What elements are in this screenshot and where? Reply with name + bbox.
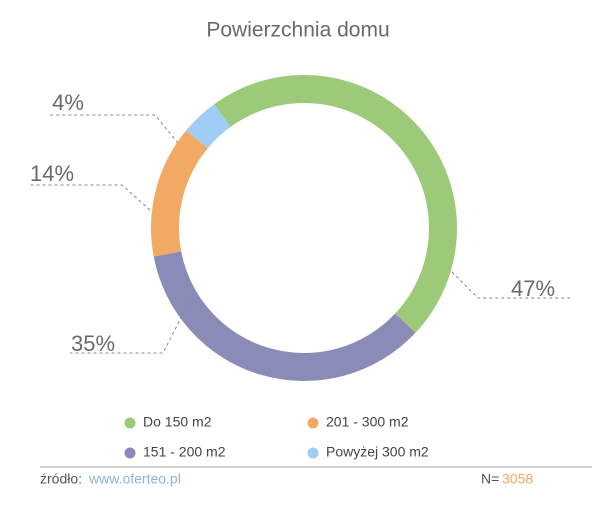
leader-line: [50, 114, 179, 144]
legend-marker: [124, 417, 136, 429]
legend-marker: [307, 417, 319, 429]
leader-line: [30, 184, 151, 211]
donut-slice: [153, 251, 416, 381]
legend-marker: [124, 447, 136, 459]
leader-line: [451, 271, 570, 299]
legend-marker: [307, 447, 319, 459]
source-label: źródło:: [40, 471, 82, 487]
data-label: 47%: [511, 276, 555, 301]
leader-line: [70, 299, 191, 354]
n-label: N=: [481, 471, 499, 487]
legend-label: 151 - 200 m2: [143, 444, 226, 460]
source-link[interactable]: www.oferteo.pl: [88, 471, 181, 487]
data-label: 4%: [52, 90, 84, 115]
legend-label: Powyżej 300 m2: [326, 444, 429, 460]
donut-slice: [151, 130, 208, 257]
donut-slice: [186, 104, 231, 149]
n-value: 3058: [502, 471, 533, 487]
data-label: 14%: [30, 161, 74, 186]
data-label: 35%: [71, 331, 115, 356]
chart-title: Powierzchnia domu: [206, 19, 389, 42]
donut-slice: [214, 74, 458, 333]
legend-label: 201 - 300 m2: [326, 414, 409, 430]
legend-label: Do 150 m2: [143, 414, 212, 430]
